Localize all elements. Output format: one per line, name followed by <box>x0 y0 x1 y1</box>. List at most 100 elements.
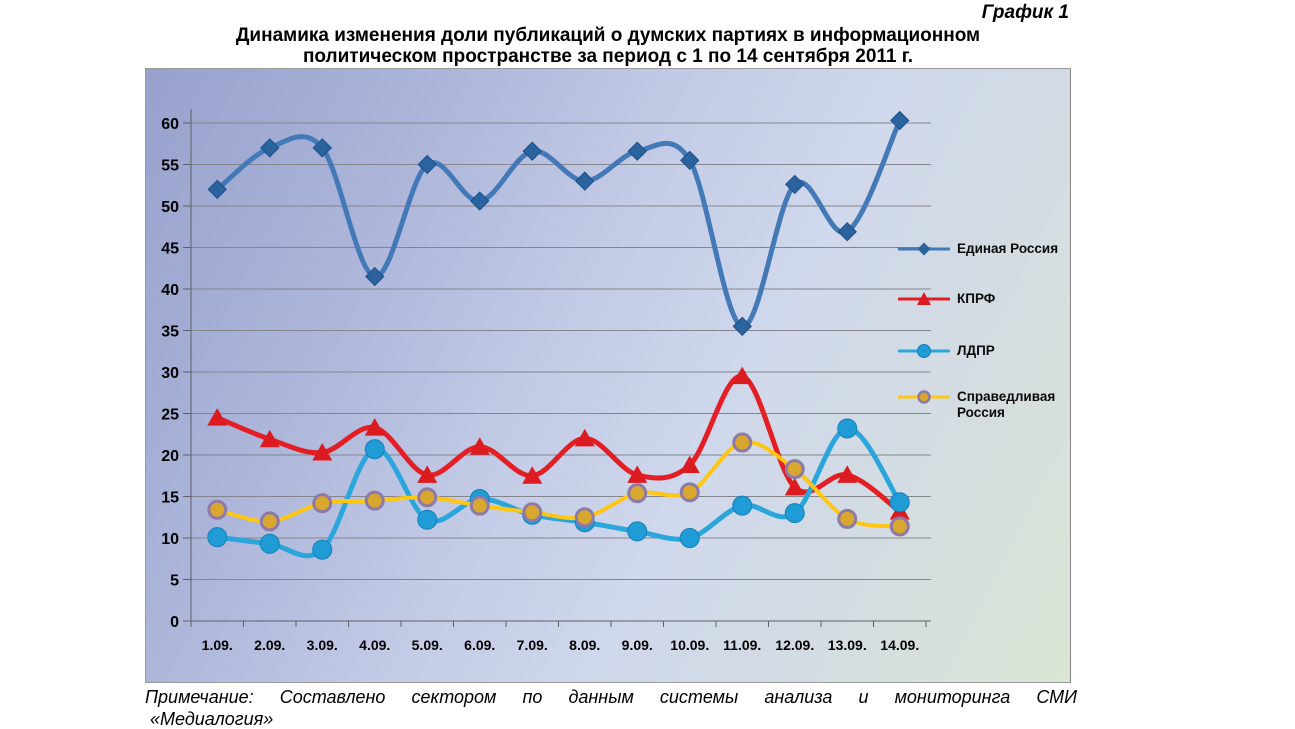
series-0-marker <box>207 179 227 200</box>
circle-legend-marker-icon <box>898 344 950 358</box>
source-note: Примечание: Составлено сектором по данны… <box>145 686 1077 729</box>
y-tick-label: 10 <box>161 531 179 548</box>
series-0-marker <box>837 222 857 242</box>
series-0-marker <box>260 138 280 158</box>
series-3-marker <box>364 490 385 511</box>
circle-ring-legend-marker-icon <box>898 390 950 404</box>
series-3-marker <box>732 432 753 453</box>
series-0-marker <box>627 141 647 161</box>
series-2-marker <box>732 495 753 516</box>
x-tick-label: 12.09. <box>775 637 814 653</box>
legend-label: ЛДПР <box>957 343 995 358</box>
y-tick-label: 15 <box>161 490 179 507</box>
series-2-marker <box>837 418 858 439</box>
series-0-marker <box>470 191 490 211</box>
series-1-marker <box>207 408 228 426</box>
chart-title-line2: политическом пространстве за период с 1 … <box>302 46 914 67</box>
x-tick-label: 8.09. <box>569 637 600 653</box>
series-0-marker <box>575 171 595 191</box>
series-1-marker <box>784 477 805 496</box>
series-3-marker <box>259 511 280 532</box>
x-tick-label: 7.09. <box>517 637 548 653</box>
series-2-marker <box>627 521 648 542</box>
series-1-marker <box>627 465 648 483</box>
y-tick-label: 5 <box>170 573 179 590</box>
series-1-marker <box>574 428 595 447</box>
series-2-marker <box>889 492 910 513</box>
series-1-marker <box>312 443 333 461</box>
y-tick-label: 30 <box>161 365 179 382</box>
series-3-marker <box>889 516 910 537</box>
y-tick-label: 50 <box>161 199 179 216</box>
y-tick-label: 45 <box>161 241 179 258</box>
legend-label: КПРФ <box>957 291 996 306</box>
series-2-marker <box>364 439 385 460</box>
series-3-marker <box>312 493 333 514</box>
series-0-marker <box>785 174 805 195</box>
series-3-marker <box>417 487 438 508</box>
series-1-marker <box>469 437 490 455</box>
y-tick-label: 25 <box>161 407 179 424</box>
chart-title: Динамика изменения доли публикаций о дум… <box>145 25 1071 67</box>
series-0-marker <box>417 154 437 175</box>
series-0-marker <box>732 316 752 337</box>
series-1-marker <box>732 366 753 385</box>
series-2-marker <box>207 527 228 548</box>
series-1-marker <box>837 465 858 483</box>
series-0-marker <box>312 138 332 158</box>
series-1-line <box>214 373 903 514</box>
triangle-legend-marker-icon <box>898 292 950 305</box>
x-tick-label: 4.09. <box>359 637 390 653</box>
series-2-marker <box>679 528 700 548</box>
y-tick-label: 35 <box>161 324 179 341</box>
series-0-marker <box>680 150 700 171</box>
x-tick-label: 14.09. <box>880 637 919 653</box>
x-tick-label: 10.09. <box>670 637 709 653</box>
legend-item-2: КПРФ <box>898 289 1065 309</box>
series-2-marker <box>312 539 333 560</box>
diamond-legend-marker-icon <box>898 242 950 256</box>
legend-item-4: Справедливая Россия <box>898 387 1065 421</box>
series-0-marker <box>522 141 542 161</box>
series-3-marker <box>837 508 858 529</box>
series-1-marker <box>417 465 438 483</box>
y-tick-label: 20 <box>161 448 179 465</box>
series-3-marker <box>207 499 228 520</box>
x-tick-label: 3.09. <box>307 637 338 653</box>
x-tick-label: 2.09. <box>254 637 285 653</box>
x-tick-label: 11.09. <box>723 637 761 653</box>
figure-label: График 1 <box>981 2 1069 23</box>
legend-item-1: Единая Россия <box>898 239 1065 259</box>
x-tick-label: 13.09. <box>828 637 867 653</box>
series-1-marker <box>679 455 700 473</box>
y-tick-label: 40 <box>161 282 179 299</box>
chart-panel: 0 5 10 15 20 25 30 35 40 45 50 55 60 1.09. 2.09. 3.09. 4… <box>145 68 1071 683</box>
x-tick-label: 1.09. <box>202 637 233 653</box>
y-tick-label: 0 <box>170 614 179 631</box>
x-tick-label: 9.09. <box>622 637 653 653</box>
series-1-marker <box>259 429 280 448</box>
series-3-marker <box>679 482 700 503</box>
series-3-marker <box>522 502 543 523</box>
source-note-line2: «Медиалогия» <box>150 709 274 729</box>
series-2-marker <box>417 509 438 530</box>
series-1-marker <box>364 418 385 436</box>
legend-item-3: ЛДПР <box>898 341 1065 361</box>
y-tick-label: 60 <box>161 116 179 133</box>
series-2-marker <box>259 533 280 554</box>
x-tick-label: 5.09. <box>412 637 443 653</box>
series-2-marker <box>784 503 805 524</box>
legend-label: Единая Россия <box>957 241 1059 256</box>
series-3-marker <box>627 483 648 504</box>
source-note-line1: Примечание: Составлено сектором по данны… <box>145 687 1077 707</box>
x-tick-label: 6.09. <box>464 637 495 653</box>
line-chart-plot: 0 5 10 15 20 25 30 35 40 45 50 55 60 1.09. 2.09. 3.09. 4… <box>161 109 931 653</box>
series-0-marker <box>365 266 385 287</box>
series-1-marker <box>522 466 543 484</box>
series-3-marker <box>574 507 595 528</box>
series-3-marker <box>784 459 805 480</box>
legend-label: Справедливая Россия <box>957 389 1056 420</box>
series-3-marker <box>469 495 490 516</box>
y-tick-label: 55 <box>161 158 179 175</box>
chart-title-line1: Динамика изменения доли публикаций о дум… <box>235 25 981 46</box>
